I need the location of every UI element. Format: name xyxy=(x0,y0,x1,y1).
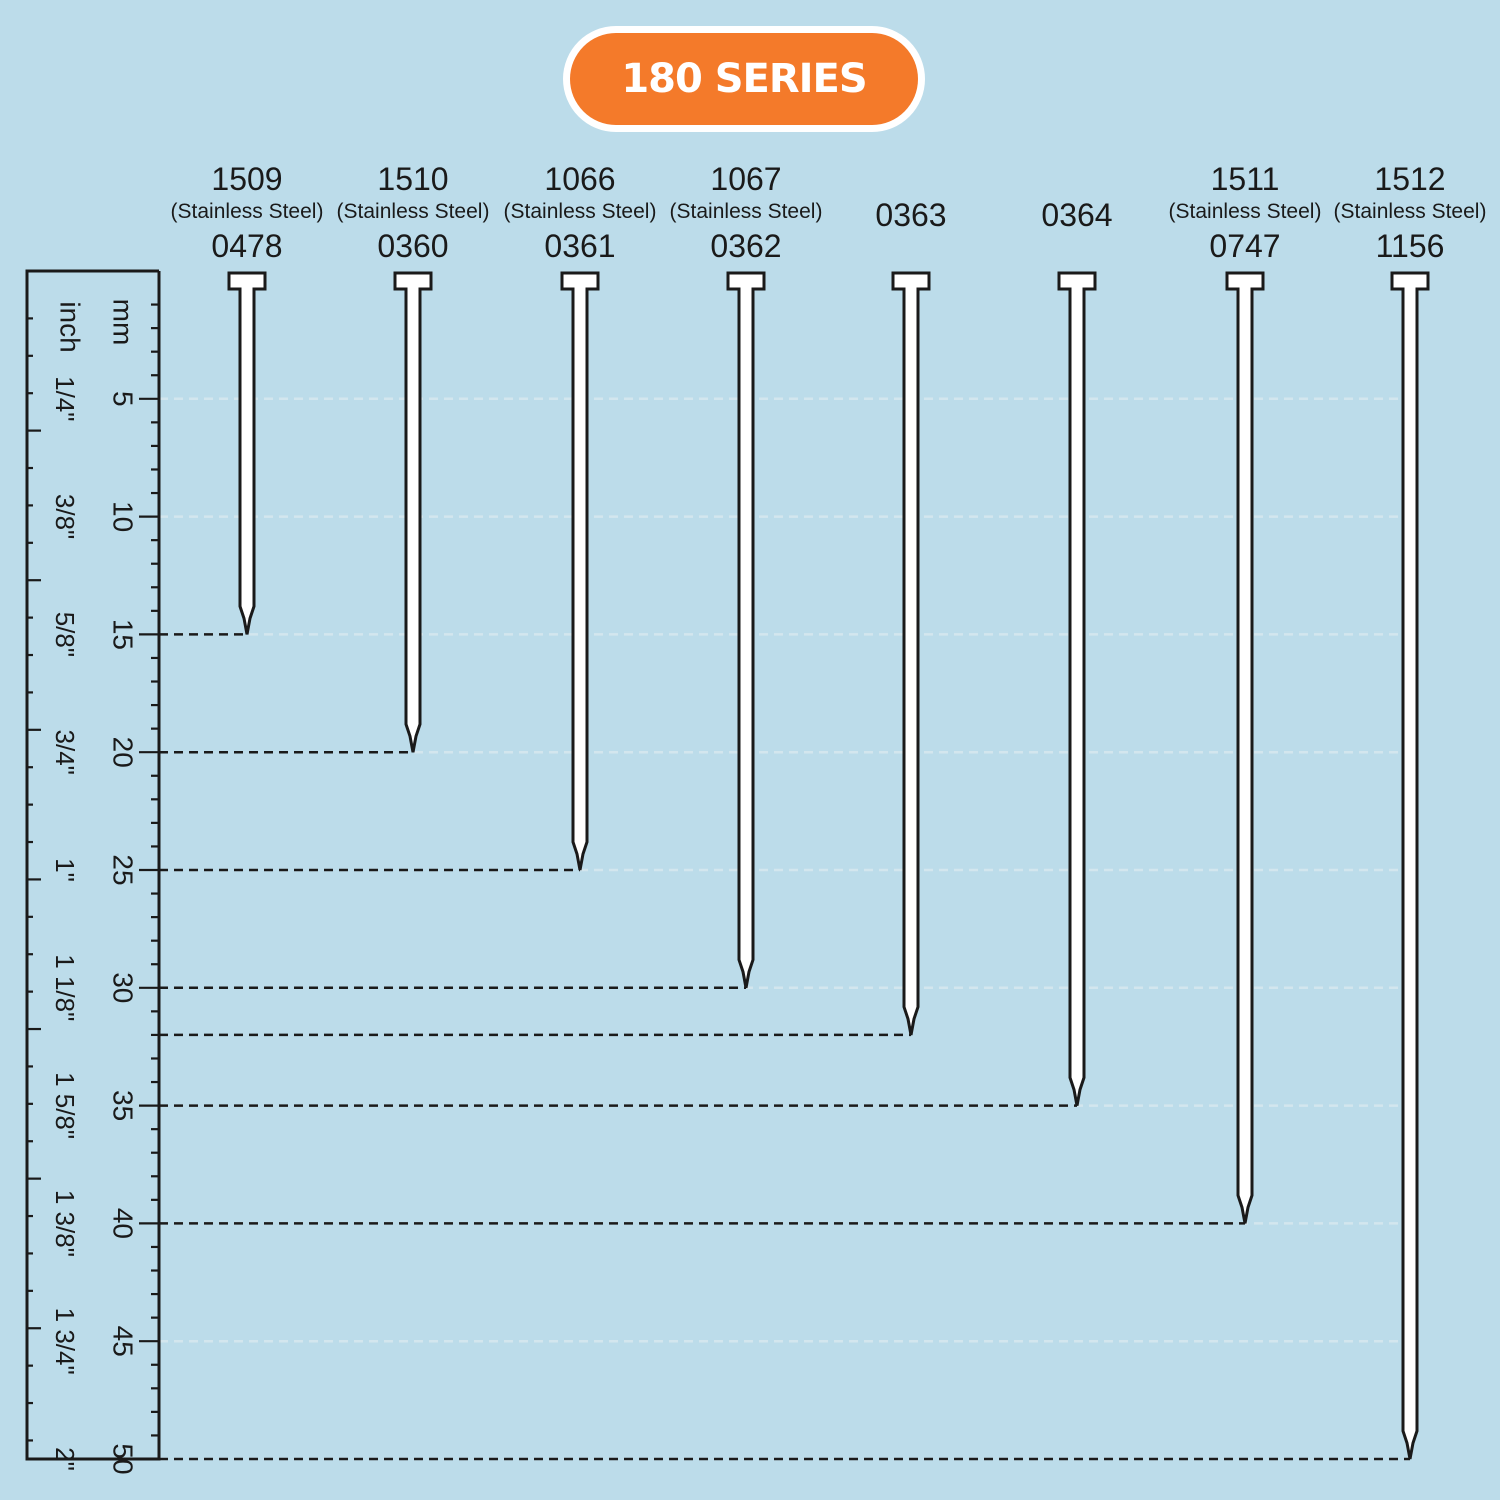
nail-shape xyxy=(1057,271,1097,1106)
nail-material: (Stainless Steel) xyxy=(669,200,823,223)
mm-unit-label: mm xyxy=(108,299,139,346)
mm-tick-label: 5 xyxy=(108,391,139,407)
nail-1510 xyxy=(159,271,433,754)
nail-0363 xyxy=(159,271,931,1037)
nail-1066 xyxy=(159,271,600,872)
inch-tick-label: 5/8" xyxy=(50,612,80,657)
inch-tick-label: 1" xyxy=(50,858,80,882)
inch-tick-label: 1 3/4" xyxy=(50,1308,80,1375)
inch-tick-label: 3/8" xyxy=(50,494,80,539)
nail-shape xyxy=(560,271,600,871)
series-badge: 180 SERIES xyxy=(563,26,925,132)
nail-header: 0363 xyxy=(828,196,994,234)
nail-shape xyxy=(393,271,433,753)
nail-shape xyxy=(726,271,766,989)
nail-0364 xyxy=(159,271,1097,1107)
nail-code: 1510 xyxy=(377,161,449,197)
nail-code: 1066 xyxy=(544,161,616,197)
nail-header: 0364 xyxy=(994,196,1160,234)
ruler-frame xyxy=(25,269,161,1461)
mm-tick-label: 30 xyxy=(108,972,139,1003)
nail-alt-code: 0478 xyxy=(211,228,283,264)
nail-material: (Stainless Steel) xyxy=(170,200,324,223)
nail-alt-code: 0747 xyxy=(1209,228,1281,264)
nail-code: 1512 xyxy=(1374,161,1446,197)
nail-code: 0363 xyxy=(875,197,947,233)
nail-header: 1509 (Stainless Steel) 0478 xyxy=(164,160,330,266)
nail-material: (Stainless Steel) xyxy=(1333,200,1487,223)
nail-code: 1509 xyxy=(211,161,283,197)
inch-tick-label: 1 5/8" xyxy=(50,1072,80,1139)
nail-material: (Stainless Steel) xyxy=(503,200,657,223)
series-title: 180 SERIES xyxy=(570,33,918,125)
nail-material: (Stainless Steel) xyxy=(1168,200,1322,223)
mm-tick-label: 40 xyxy=(108,1208,139,1239)
inch-unit-label: inch xyxy=(55,301,86,352)
nail-1511 xyxy=(159,271,1265,1225)
inch-tick-label: 1 3/8" xyxy=(50,1190,80,1257)
nail-alt-code: 1156 xyxy=(1375,228,1445,264)
nail-alt-code: 0362 xyxy=(710,228,782,264)
nail-material: (Stainless Steel) xyxy=(336,200,490,223)
nail-alt-code: 0361 xyxy=(544,228,616,264)
nail-code: 1067 xyxy=(710,161,782,197)
nail-header: 1067 (Stainless Steel) 0362 xyxy=(663,160,829,266)
mm-tick-label: 15 xyxy=(108,619,139,650)
inch-tick-label: 2" xyxy=(50,1447,80,1471)
nail-shape xyxy=(1390,271,1430,1460)
nail-shape xyxy=(227,271,267,635)
nail-shape xyxy=(1225,271,1265,1224)
mm-tick-label: 45 xyxy=(108,1326,139,1357)
inch-tick-label: 1/4" xyxy=(50,376,80,421)
grid-lines xyxy=(159,397,1410,1461)
inch-tick-label: 1 1/8" xyxy=(50,954,80,1021)
mm-tick-label: 35 xyxy=(108,1090,139,1121)
nail-1512 xyxy=(159,271,1430,1461)
nail-header: 1510 (Stainless Steel) 0360 xyxy=(330,160,496,266)
nail-header: 1512 (Stainless Steel) 1156 xyxy=(1327,160,1493,266)
mm-tick-label: 20 xyxy=(108,737,139,768)
nail-1509 xyxy=(159,271,267,636)
inch-tick-label: 3/4" xyxy=(50,730,80,775)
nail-shape xyxy=(891,271,931,1036)
nail-code: 1511 xyxy=(1210,161,1280,197)
mm-tick-label: 25 xyxy=(108,854,139,885)
mm-tick-label: 10 xyxy=(108,501,139,532)
nail-code: 0364 xyxy=(1041,197,1113,233)
nail-header: 1511 (Stainless Steel) 0747 xyxy=(1162,160,1328,266)
nail-alt-code: 0360 xyxy=(377,228,449,264)
mm-tick-label: 50 xyxy=(108,1443,139,1474)
nail-header: 1066 (Stainless Steel) 0361 xyxy=(497,160,663,266)
nail-1067 xyxy=(159,271,766,990)
